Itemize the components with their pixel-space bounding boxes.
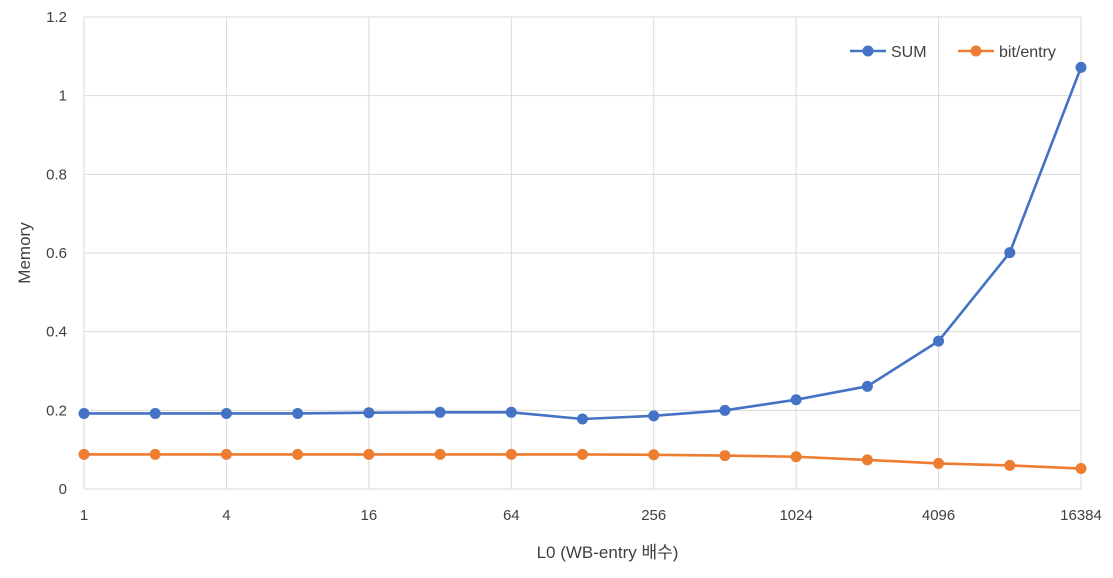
y-tick-label: 0.6 xyxy=(46,245,67,262)
data-point-bit-entry xyxy=(78,448,90,460)
data-point-bit-entry xyxy=(577,448,588,460)
data-point-sum xyxy=(861,380,873,392)
x-tick-label: 256 xyxy=(641,507,666,524)
x-tick-label: 4096 xyxy=(922,507,955,524)
gridlines xyxy=(83,16,1082,490)
data-point-bit-entry xyxy=(790,451,802,463)
data-point-sum xyxy=(434,406,446,418)
data-point-bit-entry xyxy=(434,448,446,460)
data-point-sum xyxy=(577,413,588,425)
data-point-sum xyxy=(78,407,90,419)
legend-label-bit-entry: bit/entry xyxy=(999,44,1056,61)
data-point-bit-entry xyxy=(719,450,731,462)
data-point-bit-entry xyxy=(149,448,161,460)
data-point-sum xyxy=(363,407,375,419)
series-lines xyxy=(78,61,1087,475)
y-tick-label: 0.4 xyxy=(46,324,67,341)
data-point-bit-entry xyxy=(648,449,660,461)
x-tick-label: 64 xyxy=(503,507,520,524)
x-tick-label: 16 xyxy=(361,507,378,524)
data-point-sum xyxy=(1004,247,1016,259)
data-point-bit-entry xyxy=(363,448,375,460)
data-point-sum xyxy=(648,410,660,422)
x-tick-label: 1 xyxy=(80,507,88,524)
x-tick-label: 16384 xyxy=(1060,507,1102,524)
data-point-bit-entry xyxy=(220,448,232,460)
data-point-bit-entry xyxy=(505,448,517,460)
y-axis-title: Memory xyxy=(15,222,34,284)
data-point-sum xyxy=(933,335,945,347)
data-point-sum xyxy=(1075,61,1087,73)
y-tick-label: 1 xyxy=(59,88,67,105)
data-point-sum xyxy=(505,406,517,418)
y-tick-label: 0.2 xyxy=(46,402,67,419)
legend-marker-bit-entry xyxy=(970,45,982,57)
data-point-bit-entry xyxy=(1004,459,1016,471)
x-tick-label: 1024 xyxy=(779,507,812,524)
series-line-sum xyxy=(84,66,1083,421)
data-point-sum xyxy=(149,407,161,419)
x-axis-title: L0 (WB-entry 배수) xyxy=(537,543,679,562)
x-tick-label: 4 xyxy=(222,507,230,524)
data-point-sum xyxy=(292,407,304,419)
y-tick-label: 0.8 xyxy=(46,166,67,183)
tick-labels: 0 0.2 0.4 0.6 0.8 1 1.2 1 4 16 64 256 1024 4096 16384 xyxy=(46,9,1102,524)
data-point-sum xyxy=(719,404,731,416)
legend-marker-sum xyxy=(862,45,874,57)
data-point-sum xyxy=(790,394,802,406)
data-point-bit-entry xyxy=(861,454,873,466)
data-point-sum xyxy=(220,407,232,419)
data-point-bit-entry xyxy=(292,448,304,460)
y-tick-label: 1.2 xyxy=(46,9,67,26)
y-tick-label: 0 xyxy=(59,481,67,498)
data-point-bit-entry xyxy=(1075,463,1087,475)
data-point-bit-entry xyxy=(933,457,945,469)
legend: SUM bit/entry xyxy=(850,44,1056,61)
legend-label-sum: SUM xyxy=(891,44,927,61)
